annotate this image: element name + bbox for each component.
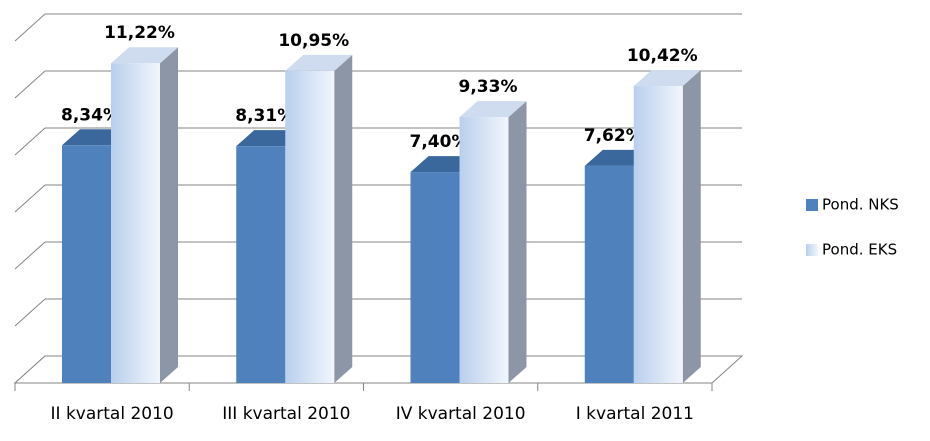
value-label: 11,22% [104, 23, 175, 43]
side-grid-line [14, 127, 46, 156]
bar-side [160, 47, 178, 383]
value-label: 10,42% [627, 46, 698, 66]
bar-top [111, 47, 178, 64]
legend-label: Pond. EKS [822, 241, 897, 259]
bar-top [459, 101, 527, 118]
bar [633, 86, 683, 383]
bar [236, 146, 286, 383]
legend-label: Pond. NKS [822, 196, 899, 214]
side-grid-line [14, 184, 46, 213]
bar [111, 63, 160, 383]
bar-side [334, 54, 353, 384]
x-tick-label: I kvartal 2011 [576, 404, 694, 424]
bar [285, 70, 335, 384]
bar-top [285, 54, 353, 71]
side-grid-line [14, 298, 46, 327]
bar [459, 117, 509, 383]
side-grid-line [14, 70, 46, 99]
bar-side [508, 101, 527, 383]
x-tick-label: II kvartal 2010 [51, 404, 174, 424]
bar-side [682, 70, 701, 383]
legend-swatch [806, 244, 818, 256]
bar [62, 145, 111, 383]
x-tick-label: IV kvartal 2010 [396, 404, 526, 424]
legend-swatch [806, 199, 818, 211]
bar [584, 165, 634, 383]
value-label: 9,33% [459, 77, 518, 97]
value-label: 7,62% [584, 126, 643, 146]
value-label: 7,40% [410, 132, 469, 152]
side-grid-line [14, 241, 46, 270]
value-label: 8,31% [235, 106, 294, 126]
bar-top [633, 70, 701, 87]
x-tick-label: III kvartal 2010 [222, 404, 350, 424]
bar [410, 172, 460, 383]
value-label: 8,34% [61, 105, 120, 125]
side-grid-line [14, 13, 46, 42]
value-label: 10,95% [278, 31, 349, 51]
